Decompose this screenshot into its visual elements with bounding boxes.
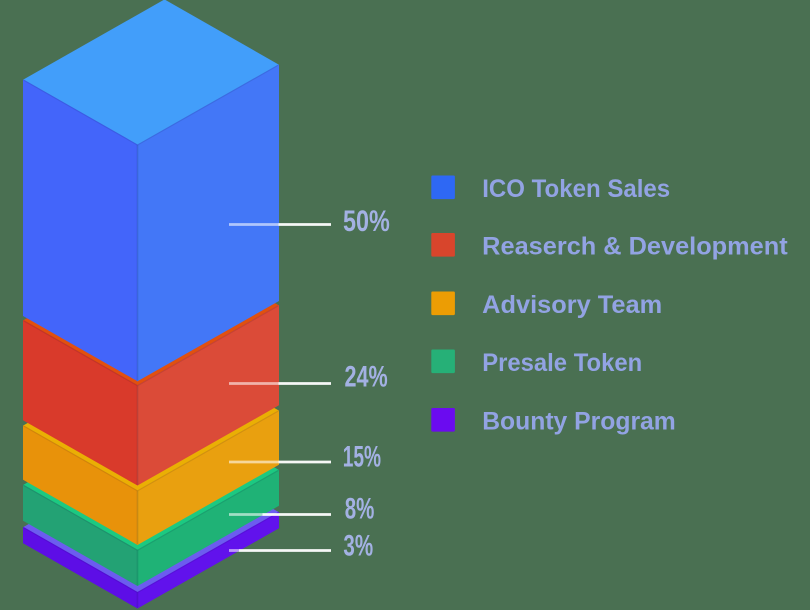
- svg-text:8%: 8%: [345, 492, 375, 525]
- svg-text:Advisory Team: Advisory Team: [482, 291, 662, 319]
- svg-text:24%: 24%: [345, 361, 388, 394]
- svg-text:3%: 3%: [343, 529, 373, 562]
- svg-text:15%: 15%: [343, 441, 381, 474]
- svg-text:ICO Token Sales: ICO Token Sales: [482, 175, 670, 203]
- svg-text:Reaserch & Development: Reaserch & Development: [482, 233, 788, 261]
- svg-text:Presale Token: Presale Token: [482, 349, 642, 377]
- svg-text:Bounty Program: Bounty Program: [482, 408, 676, 436]
- svg-text:50%: 50%: [343, 205, 390, 238]
